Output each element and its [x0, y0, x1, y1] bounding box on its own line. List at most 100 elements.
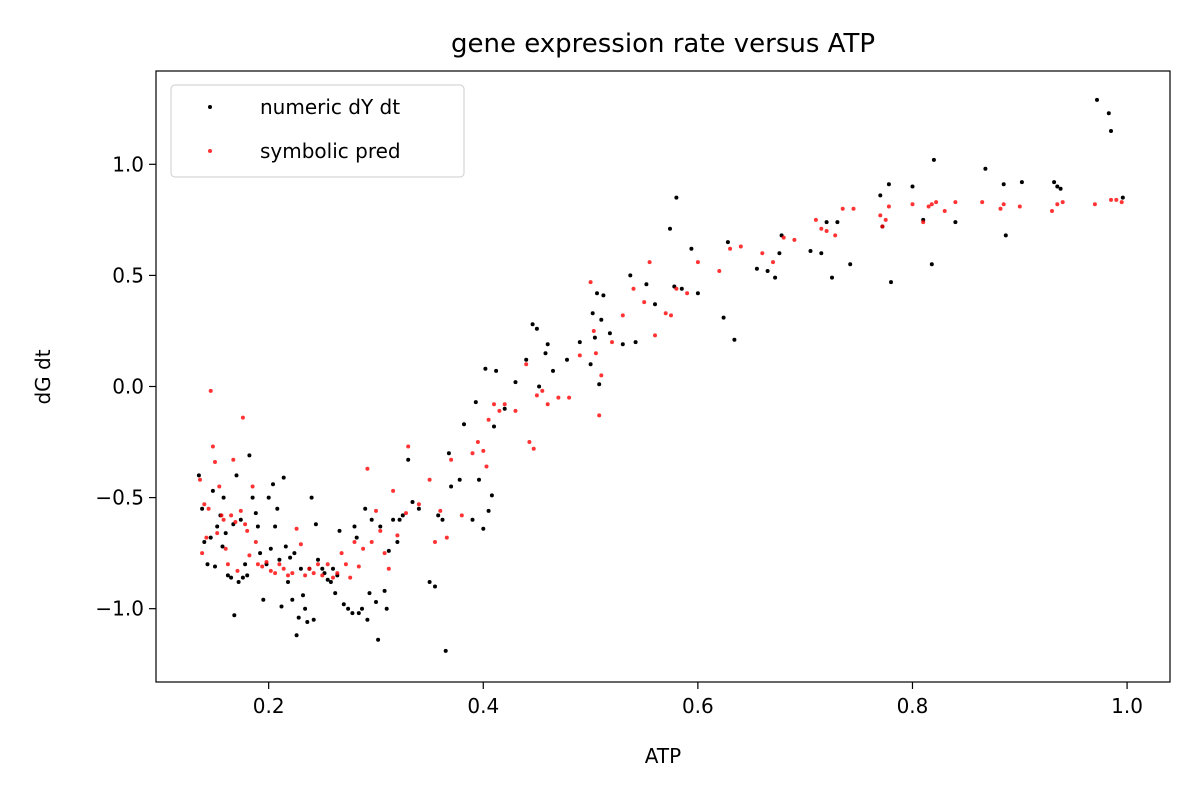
data-point-s0-6 [213, 564, 217, 569]
data-point-s0-24 [253, 511, 258, 516]
data-point-s1-126 [998, 206, 1003, 211]
data-point-s0-27 [261, 597, 266, 602]
data-point-s0-77 [386, 548, 391, 553]
data-point-s1-128 [1017, 204, 1022, 209]
data-point-s0-153 [929, 262, 934, 267]
data-point-s1-75 [513, 408, 518, 413]
data-point-s1-117 [886, 204, 891, 209]
data-point-s0-88 [440, 517, 445, 522]
data-point-s1-102 [728, 246, 733, 251]
data-point-s0-31 [271, 482, 275, 487]
data-point-s0-61 [341, 602, 346, 607]
data-point-s1-101 [717, 269, 722, 273]
y-tick-label-3: 0.5 [112, 263, 144, 287]
data-point-s1-74 [502, 402, 507, 407]
data-point-s0-36 [281, 475, 286, 480]
data-point-s0-44 [298, 566, 303, 571]
data-point-s1-87 [593, 351, 598, 356]
data-point-s1-56 [391, 488, 396, 493]
x-tick-label-2: 0.6 [682, 694, 714, 718]
data-point-s0-95 [473, 400, 478, 405]
data-point-s0-121 [607, 331, 612, 336]
data-point-s0-90 [446, 451, 451, 456]
data-point-s1-10 [219, 513, 224, 518]
x-tick-label-3: 0.8 [897, 694, 929, 718]
data-point-s0-142 [819, 251, 824, 256]
data-point-s0-119 [599, 317, 604, 322]
x-tick-label-4: 1.0 [1111, 694, 1143, 718]
data-point-s1-2 [202, 502, 207, 507]
data-point-s1-41 [325, 562, 330, 567]
x-axis-label: ATP [645, 744, 681, 768]
data-point-s0-83 [410, 500, 415, 504]
data-point-s1-26 [260, 564, 265, 569]
data-point-s1-67 [470, 451, 475, 456]
data-point-s0-110 [545, 342, 550, 347]
data-point-s0-91 [449, 484, 454, 489]
data-point-s0-80 [397, 517, 402, 522]
data-point-s0-4 [208, 535, 213, 540]
data-point-s0-132 [695, 291, 700, 296]
y-axis-label: dG dt [31, 349, 55, 404]
data-point-s0-53 [320, 566, 325, 571]
data-point-s1-121 [929, 202, 934, 207]
data-point-s0-104 [513, 380, 518, 385]
data-point-s1-33 [290, 571, 295, 576]
data-point-s1-106 [781, 235, 786, 240]
data-point-s1-24 [253, 540, 258, 544]
x-tick-label-0: 0.2 [253, 694, 285, 718]
data-point-s1-65 [449, 457, 454, 462]
data-point-s0-157 [1001, 182, 1006, 187]
data-point-s1-57 [395, 533, 400, 538]
data-point-s0-65 [354, 535, 359, 540]
data-point-s1-32 [286, 573, 290, 578]
data-point-s1-92 [631, 286, 636, 291]
data-point-s1-118 [910, 202, 915, 207]
data-point-s0-114 [588, 362, 593, 367]
data-point-s1-99 [685, 291, 690, 296]
data-point-s0-144 [830, 275, 834, 280]
data-point-s1-103 [738, 244, 743, 249]
data-point-s0-73 [376, 637, 381, 642]
data-point-s0-86 [433, 584, 437, 589]
data-point-s0-160 [1052, 180, 1057, 185]
data-point-s0-125 [644, 282, 649, 287]
data-point-s0-9 [220, 544, 225, 549]
data-point-s0-98 [483, 366, 488, 371]
data-point-s0-133 [721, 315, 726, 320]
data-point-s0-159 [1019, 180, 1024, 185]
data-point-s1-48 [356, 564, 361, 569]
data-point-s1-30 [277, 562, 282, 567]
data-point-s0-22 [247, 453, 252, 458]
data-point-s1-22 [247, 553, 252, 558]
data-point-s1-58 [404, 511, 408, 516]
data-point-s0-37 [283, 544, 288, 549]
data-point-s0-145 [835, 220, 840, 225]
data-point-s0-136 [754, 266, 759, 271]
data-point-s0-103 [502, 406, 507, 411]
data-point-s1-125 [980, 200, 985, 205]
data-point-s1-28 [268, 568, 273, 573]
data-point-s0-115 [590, 311, 595, 316]
data-point-s0-124 [633, 340, 638, 345]
data-point-s1-127 [1001, 202, 1006, 207]
data-point-s1-40 [320, 573, 325, 578]
data-point-s1-17 [235, 568, 240, 573]
data-point-s1-68 [475, 440, 480, 444]
data-point-s1-90 [610, 340, 614, 345]
data-point-s1-8 [215, 531, 220, 536]
data-point-s0-16 [234, 473, 239, 478]
data-point-s1-69 [481, 448, 486, 453]
legend-marker-numeric [208, 105, 212, 109]
data-point-s0-15 [232, 613, 237, 618]
data-point-s1-39 [316, 562, 320, 567]
data-point-s0-89 [443, 648, 448, 653]
data-point-s0-11 [223, 531, 228, 536]
data-point-s1-45 [343, 562, 348, 567]
data-point-s0-87 [436, 513, 441, 518]
data-point-s0-120 [601, 293, 606, 298]
data-point-s0-34 [277, 557, 282, 562]
data-point-s0-131 [689, 246, 694, 251]
data-point-s1-131 [1060, 200, 1065, 205]
data-point-s0-20 [243, 562, 248, 567]
